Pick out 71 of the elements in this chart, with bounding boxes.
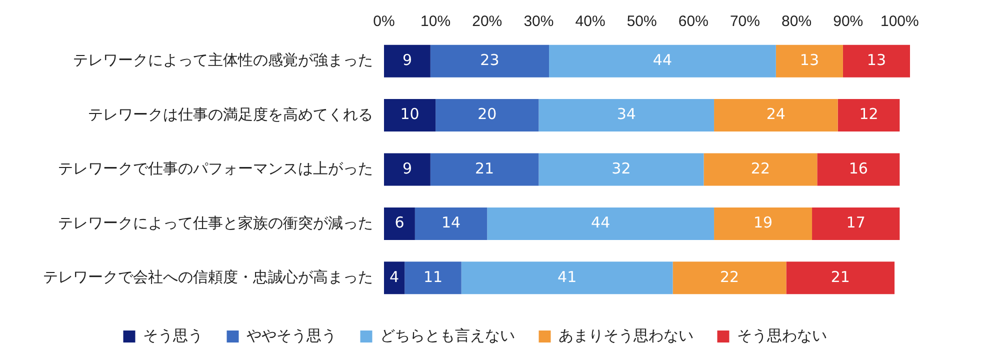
data-label: 19 [753,214,773,232]
bar [461,262,673,294]
legend-label: そう思う [142,328,203,345]
legend-label: あまりそう思わない [558,328,694,345]
bar [817,153,900,186]
data-label: 34 [616,105,636,124]
x-tick-label: 70% [730,13,760,30]
data-label: 10 [400,105,420,124]
data-label: 16 [848,159,868,178]
bar [704,153,818,186]
data-label: 22 [750,159,770,178]
legend-label: ややそう思う [246,328,336,345]
bar [384,44,430,78]
x-tick-label: 60% [678,13,708,30]
y-tick-label: テレワークによって主体性の感覚が強まった [73,52,373,70]
data-label: 24 [766,105,786,124]
data-label: 9 [402,159,412,178]
data-label: 12 [859,105,878,124]
data-label: 44 [652,50,672,69]
bar [714,207,812,240]
x-tick-label: 10% [420,13,451,30]
data-label: 13 [866,50,886,69]
x-tick-label: 30% [524,13,554,30]
bar [838,99,900,132]
data-label: 23 [480,50,500,69]
bar [430,44,550,78]
data-label: 41 [558,268,577,286]
x-tick-label: 80% [782,13,812,30]
bar [384,262,405,294]
legend-label: どちらとも言えない [380,328,515,345]
data-label: 20 [478,105,497,124]
data-label: 44 [591,214,610,232]
bar [549,44,776,78]
x-tick-label: 90% [833,13,864,30]
bar [812,207,900,240]
bar [776,44,843,78]
y-tick-label: テレワークで会社への信頼度・忠誠心が高まった [43,269,373,286]
data-label: 9 [402,50,412,69]
y-tick-label: テレワークで仕事のパフォーマンスは上がった [58,160,373,178]
data-label: 21 [475,159,494,178]
data-label: 11 [423,268,443,286]
bar [430,153,539,186]
bar [384,153,430,186]
bar [538,153,704,186]
bar [436,99,539,132]
y-tick-label: テレワークは仕事の満足度を高めてくれる [88,106,373,124]
x-tick-label: 20% [472,13,502,30]
bar [384,99,436,132]
data-label: 13 [800,50,819,69]
x-tick-label: 0% [373,13,395,30]
bar [414,207,488,240]
bar [384,207,415,240]
x-tick-label: 50% [626,13,657,30]
bar [538,99,714,132]
bar [487,207,714,240]
data-label: 14 [441,214,461,232]
data-label: 4 [390,268,400,286]
data-label: 21 [830,268,850,286]
bar [786,262,895,294]
y-tick-label: テレワークによって仕事と家族の衝突が減った [58,214,373,232]
bar [842,44,910,78]
data-label: 6 [394,214,404,232]
x-tick-label: 100% [880,13,919,30]
x-tick-label: 40% [575,13,606,30]
bar [714,99,838,132]
data-label: 17 [846,214,866,232]
legend-label: そう思わない [736,328,827,345]
data-label: 22 [720,268,740,286]
data-label: 32 [612,159,631,178]
bar [404,262,462,294]
bar [672,262,786,294]
